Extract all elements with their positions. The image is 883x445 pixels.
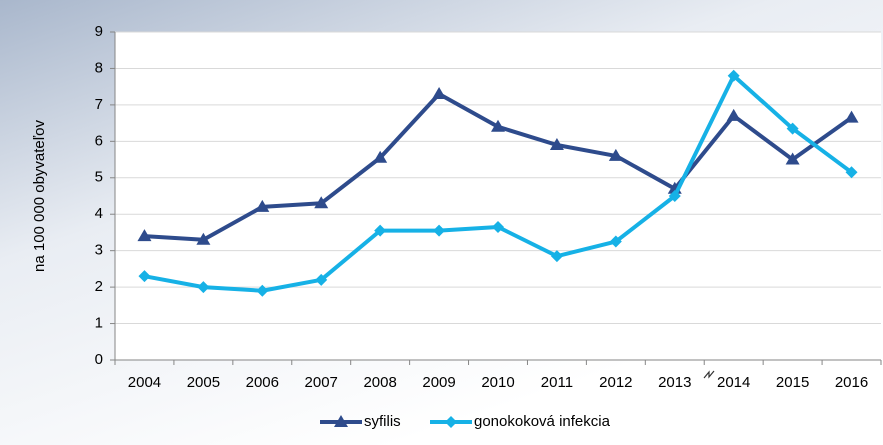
marker [256,284,269,297]
marker [786,122,799,135]
marker [549,137,564,150]
marker [609,235,622,248]
marker [844,110,859,123]
marker [373,150,388,163]
marker [314,196,329,209]
y-tick-label: 6 [95,132,103,149]
marker [255,199,270,212]
x-tick-label: 2007 [305,374,338,391]
axis-break [703,370,715,379]
x-tick-label: 2006 [246,374,279,391]
legend-marker [334,415,348,427]
y-tick-label: 8 [95,59,103,76]
y-tick-label: 3 [95,242,103,259]
marker [432,86,447,99]
marker [608,148,623,161]
marker [315,273,328,286]
x-tick-label: 2005 [187,374,220,391]
y-tick-label: 1 [95,315,103,332]
y-tick-label: 7 [95,96,103,113]
x-tick-label: 2008 [363,374,396,391]
y-axis-label: na 100 000 obyvateľov [31,120,48,272]
x-tick-label: 2013 [658,374,691,391]
y-tick-label: 4 [95,205,103,222]
marker [491,119,505,132]
marker [845,166,858,179]
marker [196,232,211,245]
marker [668,190,681,202]
x-tick-label: 2014 [717,374,750,391]
x-tick-label: 2004 [128,374,161,391]
y-tick-label: 0 [95,351,103,368]
marker [727,69,740,82]
marker [550,250,563,263]
marker [137,229,152,242]
y-tick-label: 9 [95,23,103,40]
x-tick-label: 2016 [835,374,868,391]
legend-label: syfilis [364,413,401,430]
legend-label: gonokoková infekcia [474,413,611,430]
legend-marker [445,416,457,428]
x-tick-label: 2011 [541,374,573,391]
marker [433,224,446,237]
marker [374,224,387,237]
x-tick-label: 2012 [599,374,632,391]
x-tick-label: 2015 [776,374,809,391]
marker [138,270,151,283]
y-tick-label: 2 [95,278,103,295]
marker [492,220,504,233]
x-tick-label: 2010 [481,374,514,391]
marker [785,152,800,165]
marker [197,281,210,294]
y-tick-label: 5 [95,169,103,186]
marker [726,108,741,121]
plot-area [115,32,881,360]
x-tick-label: 2009 [422,374,455,391]
